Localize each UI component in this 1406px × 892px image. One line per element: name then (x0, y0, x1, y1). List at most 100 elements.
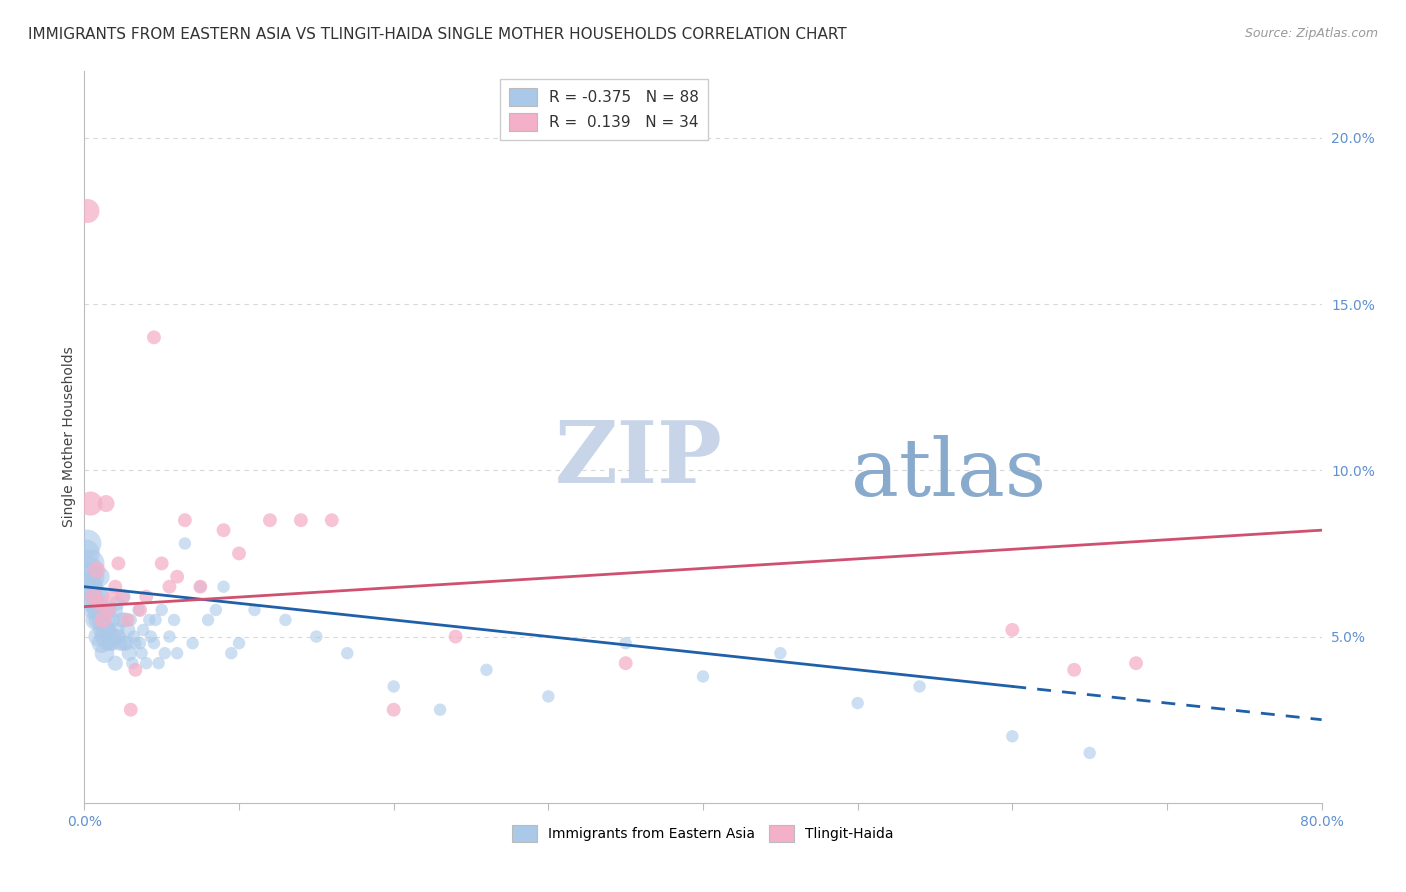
Point (1063, 663, 1085, 677)
Point (122, 630, 145, 644)
Point (135, 656, 157, 670)
Point (93, 646, 115, 660)
Point (908, 680, 931, 694)
Point (90, 613, 112, 627)
Point (336, 646, 359, 660)
Point (124, 663, 146, 677)
Point (382, 703, 405, 717)
Point (114, 613, 136, 627)
Point (91, 603, 114, 617)
Point (382, 680, 405, 694)
Point (101, 613, 124, 627)
Point (79, 570, 101, 584)
Point (76, 204, 98, 219)
Point (274, 613, 297, 627)
Text: Source: ZipAtlas.com: Source: ZipAtlas.com (1244, 27, 1378, 40)
Point (82, 596, 104, 610)
Point (174, 513, 197, 527)
Point (212, 523, 235, 537)
Point (94, 623, 117, 637)
Point (135, 590, 157, 604)
Point (77, 563, 100, 577)
Point (429, 703, 451, 717)
Point (118, 646, 141, 660)
Point (101, 590, 124, 604)
Point (100, 636, 122, 650)
Point (139, 630, 162, 644)
Point (86, 586, 108, 600)
Legend: Immigrants from Eastern Asia, Tlingit-Haida: Immigrants from Eastern Asia, Tlingit-Ha… (506, 820, 900, 847)
Text: ZIP: ZIP (554, 417, 723, 501)
Point (77, 580, 100, 594)
Point (84, 613, 107, 627)
Point (188, 580, 211, 594)
Y-axis label: Single Mother Households: Single Mother Households (62, 347, 76, 527)
Point (131, 646, 153, 660)
Point (259, 513, 281, 527)
Point (475, 663, 498, 677)
Point (614, 636, 637, 650)
Point (153, 646, 176, 660)
Point (96, 613, 118, 627)
Point (692, 669, 714, 683)
Point (91, 613, 114, 627)
Point (769, 646, 792, 660)
Point (1078, 746, 1101, 760)
Point (148, 656, 170, 670)
Point (444, 630, 467, 644)
Point (91, 623, 114, 637)
Point (93, 630, 115, 644)
Point (228, 546, 250, 560)
Point (98, 603, 121, 617)
Point (121, 656, 143, 670)
Point (108, 636, 131, 650)
Point (163, 613, 186, 627)
Point (143, 330, 166, 344)
Point (83, 603, 105, 617)
Point (188, 580, 211, 594)
Point (129, 603, 152, 617)
Point (107, 557, 129, 571)
Point (166, 570, 188, 584)
Point (89, 570, 111, 584)
Point (228, 636, 250, 650)
Point (181, 636, 204, 650)
Point (98, 603, 121, 617)
Point (129, 636, 152, 650)
Point (110, 613, 132, 627)
Point (150, 603, 173, 617)
Point (87, 630, 110, 644)
Point (86, 603, 108, 617)
Point (305, 630, 328, 644)
Point (143, 636, 166, 650)
Point (104, 580, 127, 594)
Point (150, 557, 173, 571)
Point (197, 613, 219, 627)
Point (132, 623, 155, 637)
Point (89, 596, 111, 610)
Point (120, 703, 142, 717)
Point (89, 590, 111, 604)
Point (79, 497, 101, 511)
Point (86, 563, 108, 577)
Point (103, 630, 125, 644)
Point (96, 636, 118, 650)
Point (107, 630, 129, 644)
Point (105, 623, 128, 637)
Point (82, 580, 104, 594)
Point (127, 603, 149, 617)
Point (846, 696, 869, 710)
Point (98, 623, 121, 637)
Point (105, 596, 128, 610)
Point (537, 690, 560, 704)
Point (124, 636, 146, 650)
Point (83, 590, 105, 604)
Point (84, 596, 107, 610)
Point (87, 613, 110, 627)
Point (112, 590, 135, 604)
Point (212, 580, 235, 594)
Point (614, 656, 637, 670)
Point (159, 630, 180, 644)
Point (75, 546, 97, 560)
Point (205, 603, 228, 617)
